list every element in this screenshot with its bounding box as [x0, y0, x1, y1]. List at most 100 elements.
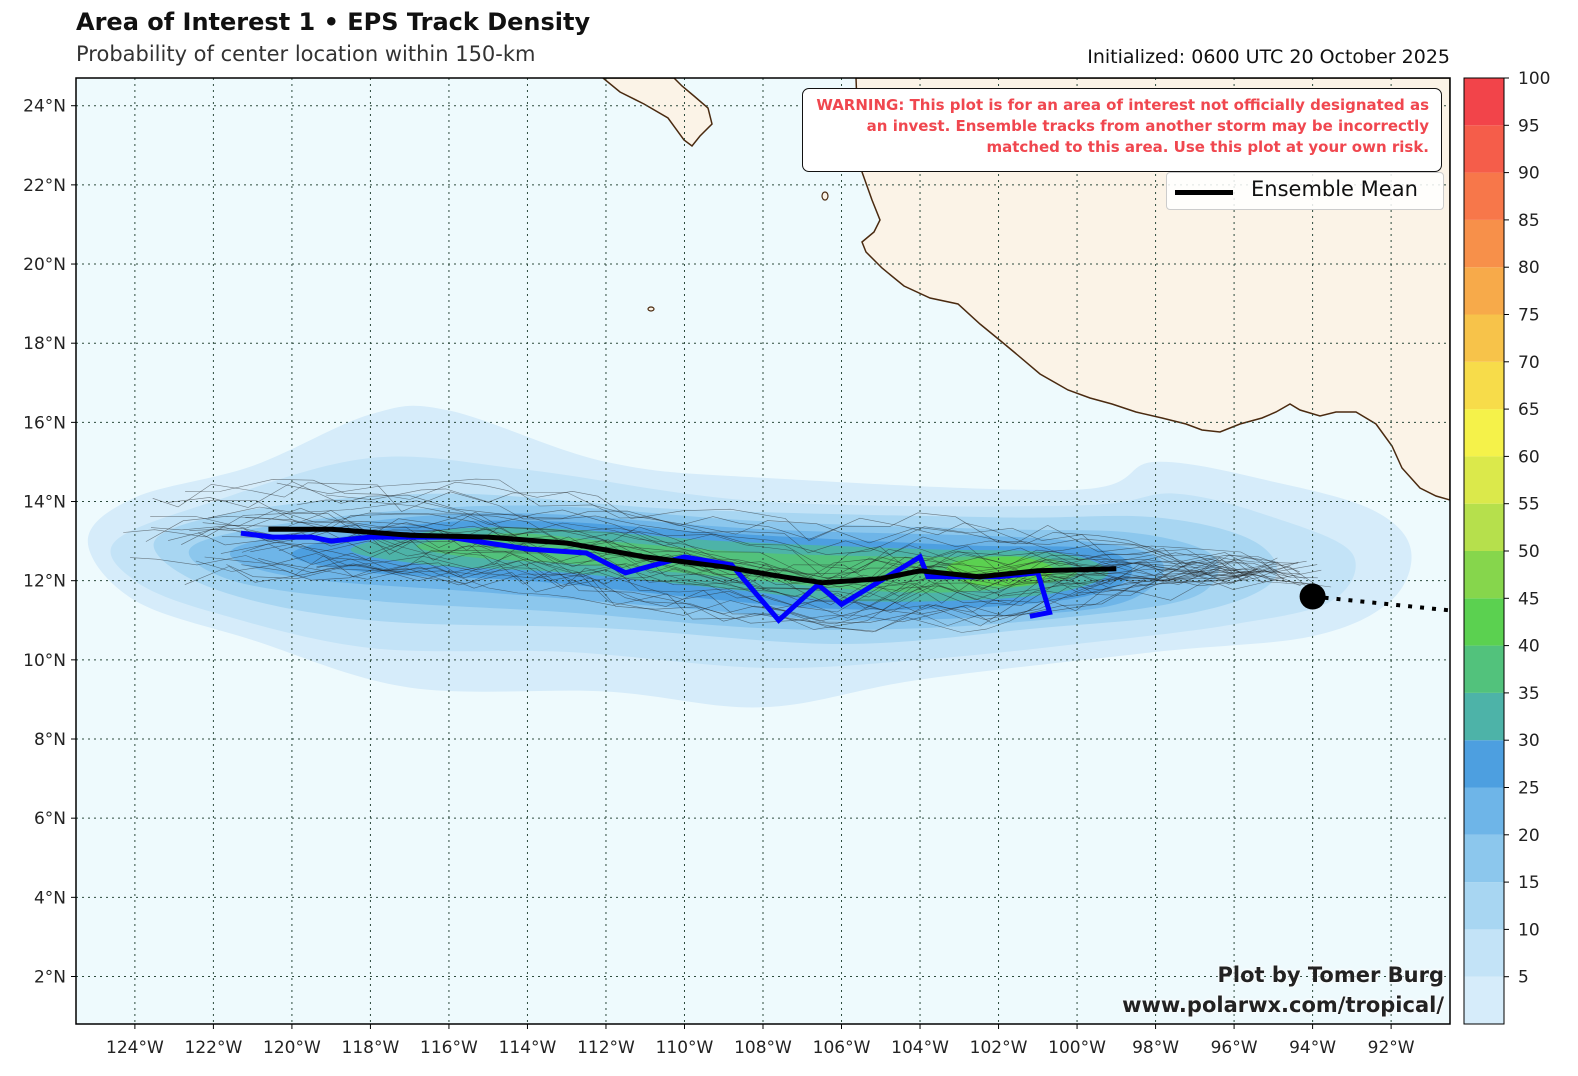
y-tick-label: 14°N	[23, 493, 66, 513]
colorbar-tick-label: 85	[1518, 211, 1540, 231]
y-tick-label: 10°N	[23, 651, 66, 671]
ensemble-member-track	[221, 536, 1304, 613]
colorbar-tick-label: 40	[1518, 637, 1540, 657]
colorbar-tick-label: 45	[1518, 589, 1540, 609]
ensemble-member-track	[276, 478, 1289, 578]
colorbar-tick-label: 95	[1518, 116, 1540, 136]
colorbar-segment	[1464, 976, 1504, 1024]
colorbar-tick-label: 90	[1518, 164, 1540, 184]
colorbar-segment	[1464, 882, 1504, 930]
y-tick-label: 24°N	[23, 97, 66, 117]
colorbar-segment	[1464, 740, 1504, 788]
ensemble-member-track	[123, 513, 1249, 588]
x-tick-label: 108°W	[734, 1038, 792, 1058]
colorbar-tick-label: 25	[1518, 779, 1540, 799]
x-tick-label: 94°W	[1289, 1038, 1336, 1058]
colorbar-tick-label: 70	[1518, 353, 1540, 373]
x-tick-label: 118°W	[342, 1038, 400, 1058]
x-tick-label: 122°W	[185, 1038, 243, 1058]
colorbar-segment	[1464, 172, 1504, 220]
ensemble-mean-track	[268, 526, 1117, 586]
y-tick-label: 4°N	[34, 888, 66, 908]
colorbar-segment	[1464, 929, 1504, 977]
current-position-marker	[1299, 583, 1326, 610]
ensemble-member-track	[150, 507, 1287, 583]
colorbar-segment	[1464, 267, 1504, 315]
colorbar-segment	[1464, 787, 1504, 835]
y-tick-label: 2°N	[34, 968, 66, 988]
colorbar-tick-label: 5	[1518, 968, 1529, 988]
colorbar-tick-label: 35	[1518, 684, 1540, 704]
colorbar-tick-label: 75	[1518, 306, 1540, 326]
y-tick-label: 22°N	[23, 176, 66, 196]
ensemble-member-track	[167, 481, 1306, 579]
colorbar: 5 10 15 20 25 30 35 40 45 50 55 60 65 70 75 80 85 90 95 100	[1463, 69, 1550, 1025]
y-tick-label: 6°N	[34, 809, 66, 829]
legend: Ensemble Mean	[1166, 172, 1444, 210]
colorbar-segment	[1464, 219, 1504, 268]
y-tick-label: 20°N	[23, 255, 66, 275]
colorbar-segment	[1464, 78, 1504, 126]
colorbar-segment	[1464, 503, 1504, 551]
colorbar-segment	[1464, 314, 1504, 362]
colorbar-tick-label: 50	[1518, 542, 1540, 562]
colorbar-tick-label: 20	[1518, 826, 1540, 846]
x-tick-label: 120°W	[263, 1038, 321, 1058]
colorbar-tick-label: 60	[1518, 447, 1540, 467]
ensemble-member-track	[203, 499, 1332, 588]
x-tick-label: 98°W	[1132, 1038, 1179, 1058]
x-tick-label: 100°W	[1048, 1038, 1106, 1058]
colorbar-segment	[1464, 361, 1504, 410]
baja-california-tip	[601, 78, 713, 148]
colorbar-tick-label: 100	[1518, 69, 1550, 89]
colorbar-segment	[1464, 125, 1504, 173]
chart-subtitle: Probability of center location within 15…	[76, 42, 536, 66]
ensemble-member-track	[185, 478, 1298, 564]
socorro-island	[647, 306, 655, 312]
colorbar-segment	[1464, 409, 1504, 457]
x-tick-label: 114°W	[499, 1038, 557, 1058]
colorbar-tick-label: 15	[1518, 873, 1540, 893]
y-tick-label: 12°N	[23, 572, 66, 592]
legend-label: Ensemble Mean	[1251, 177, 1418, 201]
credit-block: Plot by Tomer Burg www.polarwx.com/tropi…	[1122, 960, 1444, 1020]
colorbar-tick-label: 65	[1518, 400, 1540, 420]
ensemble-member-track	[184, 566, 1322, 633]
initialized-time: Initialized: 0600 UTC 20 October 2025	[1087, 46, 1450, 68]
x-tick-label: 112°W	[577, 1038, 635, 1058]
credit-author: Plot by Tomer Burg	[1217, 963, 1445, 987]
islas-marias	[821, 191, 829, 201]
ensemble-member-track	[296, 499, 1320, 588]
warning-box: WARNING: This plot is for an area of int…	[802, 88, 1442, 172]
x-tick-label: 116°W	[420, 1038, 478, 1058]
colorbar-segment	[1464, 598, 1504, 646]
latitude-axis: 2°N 4°N 6°N 8°N 10°N 12°N 14°N 16°N 18°N 20°N 22°N…	[23, 97, 76, 988]
ensemble-member-track	[202, 509, 1307, 587]
ensemble-member-track	[204, 553, 1307, 609]
colorbar-tick-label: 55	[1518, 495, 1540, 515]
x-tick-label: 92°W	[1368, 1038, 1415, 1058]
ensemble-member-track	[181, 528, 1241, 606]
chart-title: Area of Interest 1 • EPS Track Density	[76, 8, 591, 36]
ensemble-member-track	[129, 555, 1315, 623]
y-tick-label: 16°N	[23, 413, 66, 433]
x-tick-label: 110°W	[656, 1038, 714, 1058]
ensemble-member-track	[152, 482, 1249, 579]
ensemble-member-track	[258, 558, 1255, 627]
ensemble-member-track	[325, 488, 1300, 573]
x-tick-label: 102°W	[970, 1038, 1028, 1058]
warning-text: WARNING: This plot is for an area of int…	[816, 96, 1429, 156]
gridlines	[76, 78, 1450, 1024]
x-tick-label: 106°W	[813, 1038, 871, 1058]
colorbar-tick-label: 80	[1518, 258, 1540, 278]
colorbar-tick-label: 30	[1518, 731, 1540, 751]
credit-url: www.polarwx.com/tropical/	[1122, 993, 1444, 1017]
ensemble-member-track	[207, 500, 1278, 578]
x-tick-label: 96°W	[1211, 1038, 1258, 1058]
colorbar-segment	[1464, 645, 1504, 693]
colorbar-tick-label: 10	[1518, 920, 1540, 940]
y-tick-label: 18°N	[23, 334, 66, 354]
x-tick-label: 104°W	[891, 1038, 949, 1058]
colorbar-segment	[1464, 692, 1504, 741]
